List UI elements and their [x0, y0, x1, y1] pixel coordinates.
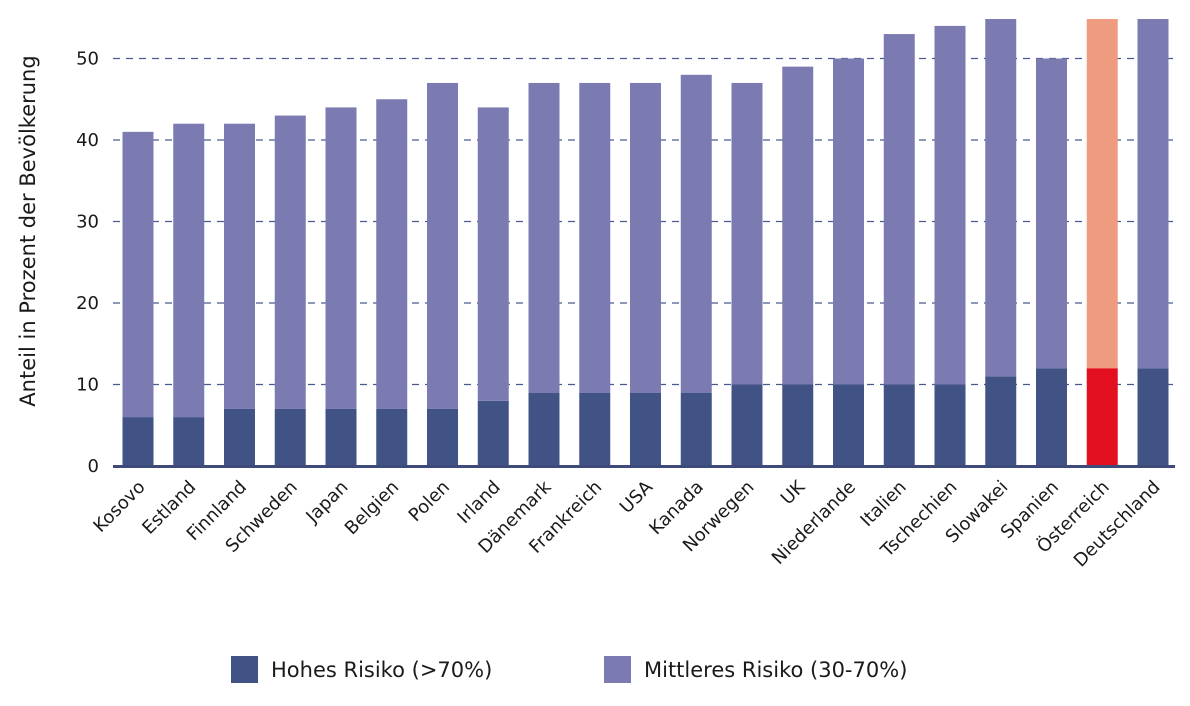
y-tick-label: 10 [76, 375, 99, 396]
bar-segment [376, 99, 408, 409]
bar-segment [934, 25, 966, 385]
bar-segment [224, 123, 255, 409]
x-category-label: Belgien [341, 477, 403, 539]
y-tick-label: 40 [76, 130, 99, 151]
legend-swatch-high-risk [231, 656, 258, 683]
bar-segment [579, 82, 611, 393]
bar-segment [731, 384, 763, 466]
x-category-label: UK [777, 476, 810, 509]
bar-segment [528, 82, 560, 393]
y-tick-label: 50 [76, 49, 99, 70]
legend-label-medium-risk: Mittleres Risiko (30-70%) [644, 657, 908, 682]
y-tick-label: 0 [88, 456, 99, 477]
y-tick-label: 30 [76, 212, 99, 233]
legend: Hohes Risiko (>70%) Mittleres Risiko (30… [0, 656, 1190, 690]
bar-segment [1036, 368, 1067, 466]
bar-segment [1086, 19, 1118, 369]
legend-item-medium-risk: Mittleres Risiko (30-70%) [604, 656, 907, 683]
bar-segment [528, 392, 560, 466]
bar-segment [883, 34, 915, 385]
bar-segment [579, 392, 611, 466]
legend-item-high-risk: Hohes Risiko (>70%) [231, 656, 492, 683]
bar-segment [274, 408, 306, 466]
stacked-bar-chart: 0 10 20 30 40 50 KosovoEstlandFinnlandSchwede… [16, 19, 1175, 572]
bar-segment [325, 408, 357, 466]
bar-segment [427, 82, 458, 409]
bar-segment [630, 392, 661, 466]
legend-swatch-medium-risk [604, 656, 631, 683]
bar-segment [782, 66, 814, 385]
bar-segment [782, 384, 814, 466]
bar-segment [731, 82, 763, 385]
y-tick-label: 20 [76, 293, 99, 314]
x-category-label: USA [616, 476, 658, 518]
bars [122, 19, 1169, 466]
bar-segment [274, 115, 306, 409]
bar-segment [1086, 368, 1118, 466]
bar-segment [680, 74, 712, 393]
bar-segment [630, 82, 661, 393]
bar-segment [376, 408, 408, 466]
bar-segment [680, 392, 712, 466]
bar-segment [477, 400, 509, 466]
bar-segment [883, 384, 915, 466]
bar-segment [427, 408, 458, 466]
bar-segment [173, 123, 205, 418]
bar-segment [985, 19, 1017, 377]
bar-segment [122, 131, 154, 418]
bar-segment [1137, 368, 1169, 466]
bar-segment [833, 58, 864, 385]
y-axis-title: Anteil in Prozent der Bevölkerung [16, 55, 40, 406]
bar-segment [224, 408, 255, 466]
legend-label-high-risk: Hohes Risiko (>70%) [271, 657, 493, 682]
bar-segment [173, 417, 205, 466]
bar-segment [1137, 19, 1169, 369]
bar-segment [122, 417, 154, 466]
bar-segment [934, 384, 966, 466]
bar-segment [477, 107, 509, 401]
bar-segment [833, 384, 864, 466]
bar-segment [1036, 58, 1067, 369]
bar-segment [325, 107, 357, 409]
x-category-label: Kosovo [89, 477, 149, 537]
x-category-label: Polen [405, 477, 454, 526]
bar-segment [985, 376, 1017, 466]
y-axis-ticks: 0 10 20 30 40 50 [76, 49, 99, 478]
